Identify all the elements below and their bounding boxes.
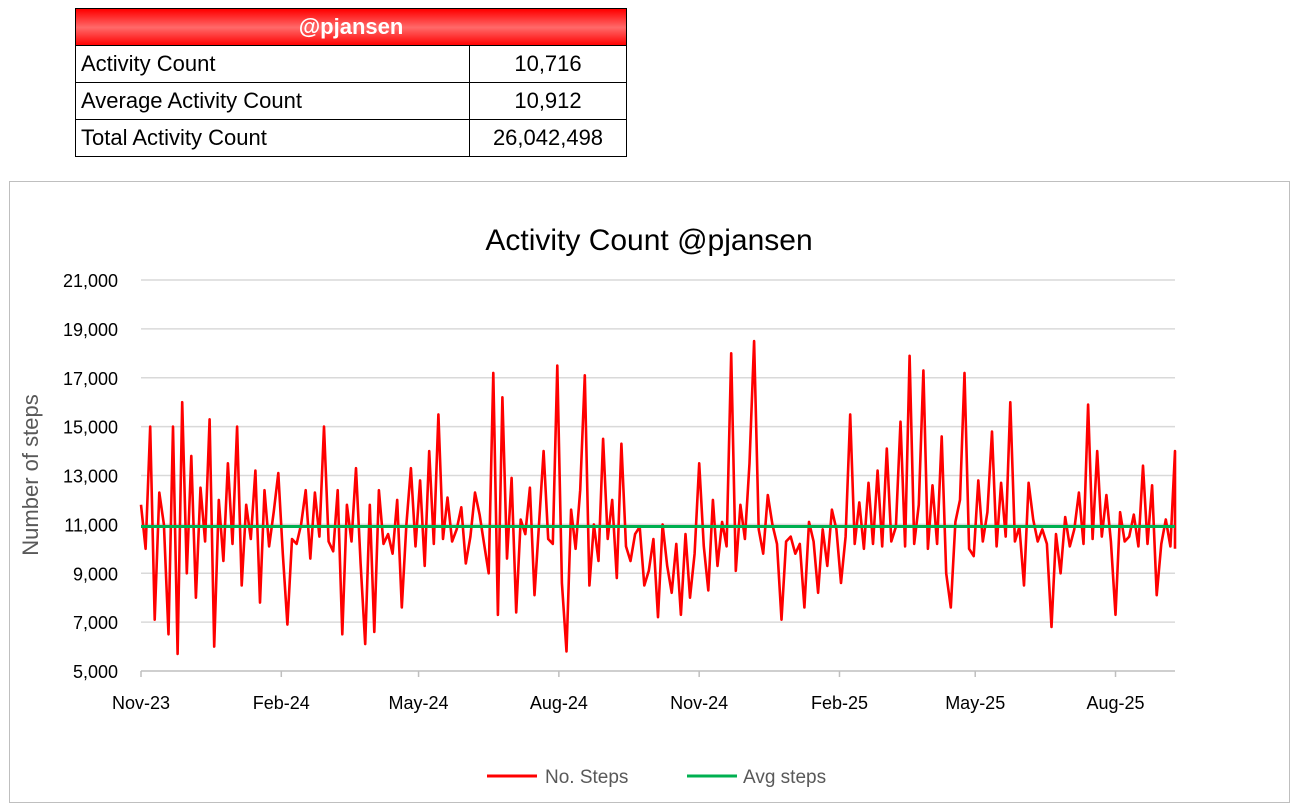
y-tick-label: 11,000 (64, 515, 118, 535)
y-tick-label: 5,000 (73, 662, 118, 682)
y-tick-label: 17,000 (63, 369, 118, 389)
x-tick-label: Aug-24 (530, 693, 588, 713)
x-tick-label: Nov-24 (670, 693, 728, 713)
row-label: Average Activity Count (75, 82, 470, 120)
row-value: 10,716 (469, 45, 627, 83)
x-tick-label: May-25 (945, 693, 1005, 713)
x-tick-label: Aug-25 (1086, 693, 1144, 713)
row-value: 26,042,498 (469, 119, 627, 157)
y-tick-label: 9,000 (73, 564, 118, 584)
chart-title: Activity Count @pjansen (485, 224, 812, 257)
chart-area (9, 181, 1290, 803)
y-tick-label: 7,000 (73, 613, 118, 633)
x-tick-label: Feb-25 (811, 693, 868, 713)
legend-label-avg-steps: Avg steps (743, 767, 826, 788)
y-tick-label: 21,000 (63, 271, 118, 291)
legend: No. Steps Avg steps (487, 767, 826, 788)
row-value: 10,912 (469, 82, 627, 120)
y-tick-label: 19,000 (63, 320, 118, 340)
y-tick-label: 13,000 (63, 467, 118, 487)
table-row: Average Activity Count 10,912 (75, 82, 627, 120)
x-tick-label: May-24 (389, 693, 449, 713)
y-axis-title: Number of steps (18, 394, 43, 555)
series-line-no-steps (139, 339, 1177, 656)
y-tick-label: 15,000 (63, 418, 118, 438)
row-label: Total Activity Count (75, 119, 470, 157)
summary-table: @pjansen Activity Count 10,716 Average A… (75, 8, 627, 157)
x-tick-label: Feb-24 (253, 693, 310, 713)
x-tick-label: Nov-23 (112, 693, 170, 713)
legend-label-no-steps: No. Steps (545, 767, 628, 788)
table-row: Total Activity Count 26,042,498 (75, 119, 627, 157)
summary-title: @pjansen (75, 8, 627, 46)
